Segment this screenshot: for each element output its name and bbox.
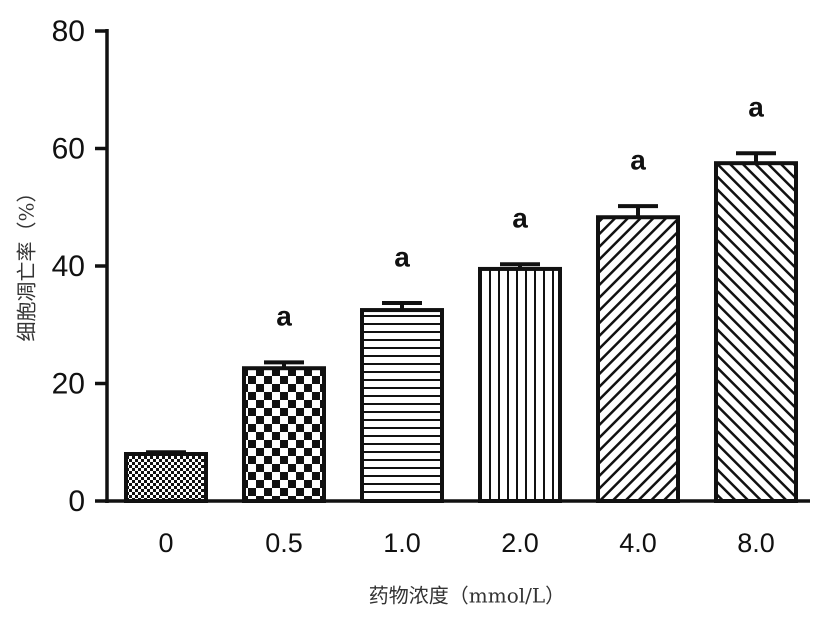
error-bar: [618, 204, 658, 218]
y-tick-label: 0: [68, 485, 85, 518]
y-tick-label: 20: [52, 367, 85, 400]
x-tick-label: 0.5: [265, 528, 303, 558]
annotation: a: [394, 241, 410, 272]
error-bar: [264, 360, 304, 369]
bar: [360, 308, 444, 503]
x-tick-label: 2.0: [501, 528, 539, 558]
error-bar: [382, 301, 422, 311]
bar: [124, 452, 208, 503]
bar: [596, 215, 680, 504]
error-bar: [736, 151, 776, 164]
bar: [242, 366, 326, 503]
error-bar: [146, 450, 186, 455]
y-tick-label: 40: [52, 250, 85, 283]
annotation: a: [512, 203, 528, 234]
bar: [714, 161, 798, 503]
bar: [478, 266, 562, 503]
x-tick-label: 8.0: [737, 528, 775, 558]
annotation: a: [630, 144, 646, 175]
y-tick-label: 60: [52, 132, 85, 165]
annotation: a: [748, 92, 764, 123]
error-bar: [500, 262, 540, 269]
x-axis-label: 药物浓度（mmol/L）: [369, 584, 565, 608]
annotation: a: [276, 301, 292, 332]
y-axis-label: 细胞凋亡率（%）: [15, 182, 39, 341]
y-tick-label: 80: [52, 15, 85, 48]
x-tick-label: 0: [158, 528, 173, 558]
x-tick-label: 1.0: [383, 528, 421, 558]
x-tick-label: 4.0: [619, 528, 657, 558]
